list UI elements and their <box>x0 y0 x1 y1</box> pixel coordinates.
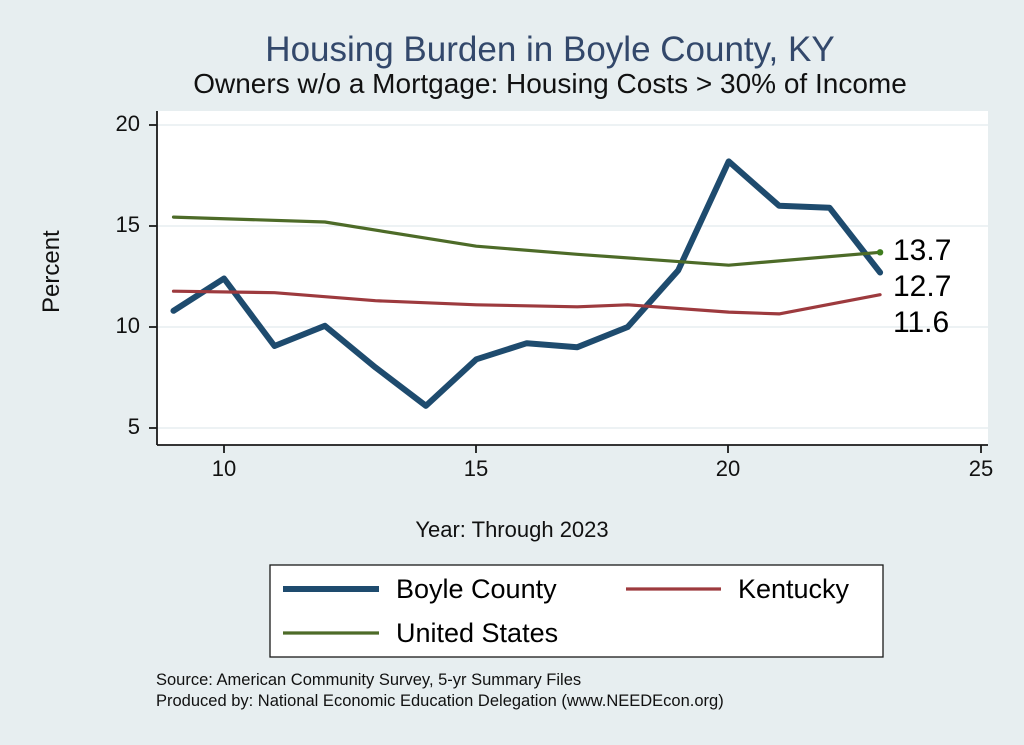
svg-text:11.6: 11.6 <box>893 306 949 339</box>
svg-text:10: 10 <box>116 313 140 338</box>
svg-text:5: 5 <box>128 414 140 439</box>
svg-text:13.7: 13.7 <box>893 234 951 267</box>
svg-text:15: 15 <box>464 456 488 481</box>
svg-text:15: 15 <box>116 212 140 237</box>
svg-text:United States: United States <box>396 618 558 648</box>
svg-text:20: 20 <box>116 111 140 136</box>
svg-text:Kentucky: Kentucky <box>738 574 850 604</box>
svg-text:25: 25 <box>969 456 993 481</box>
svg-text:20: 20 <box>716 456 740 481</box>
svg-text:12.7: 12.7 <box>893 270 951 303</box>
svg-text:Boyle County: Boyle County <box>396 574 557 604</box>
svg-text:10: 10 <box>212 456 236 481</box>
